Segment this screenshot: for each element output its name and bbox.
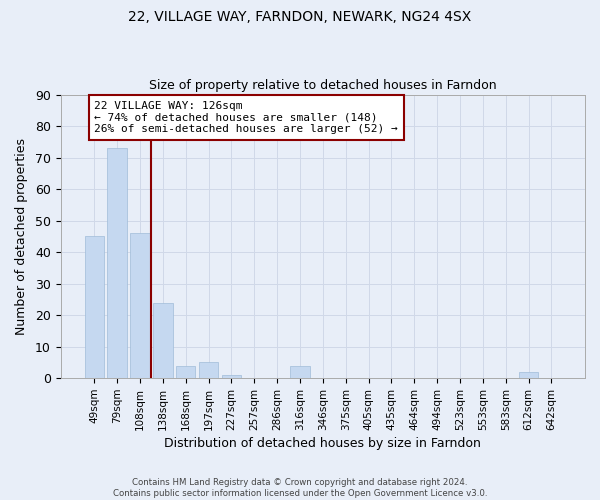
Bar — [107, 148, 127, 378]
Bar — [176, 366, 196, 378]
Text: Contains HM Land Registry data © Crown copyright and database right 2024.
Contai: Contains HM Land Registry data © Crown c… — [113, 478, 487, 498]
Y-axis label: Number of detached properties: Number of detached properties — [15, 138, 28, 335]
Bar — [130, 233, 149, 378]
Bar — [199, 362, 218, 378]
Bar — [85, 236, 104, 378]
Text: 22 VILLAGE WAY: 126sqm
← 74% of detached houses are smaller (148)
26% of semi-de: 22 VILLAGE WAY: 126sqm ← 74% of detached… — [94, 101, 398, 134]
Bar — [290, 366, 310, 378]
Title: Size of property relative to detached houses in Farndon: Size of property relative to detached ho… — [149, 79, 497, 92]
Text: 22, VILLAGE WAY, FARNDON, NEWARK, NG24 4SX: 22, VILLAGE WAY, FARNDON, NEWARK, NG24 4… — [128, 10, 472, 24]
Bar — [519, 372, 538, 378]
Bar — [153, 302, 173, 378]
Bar — [221, 375, 241, 378]
X-axis label: Distribution of detached houses by size in Farndon: Distribution of detached houses by size … — [164, 437, 481, 450]
